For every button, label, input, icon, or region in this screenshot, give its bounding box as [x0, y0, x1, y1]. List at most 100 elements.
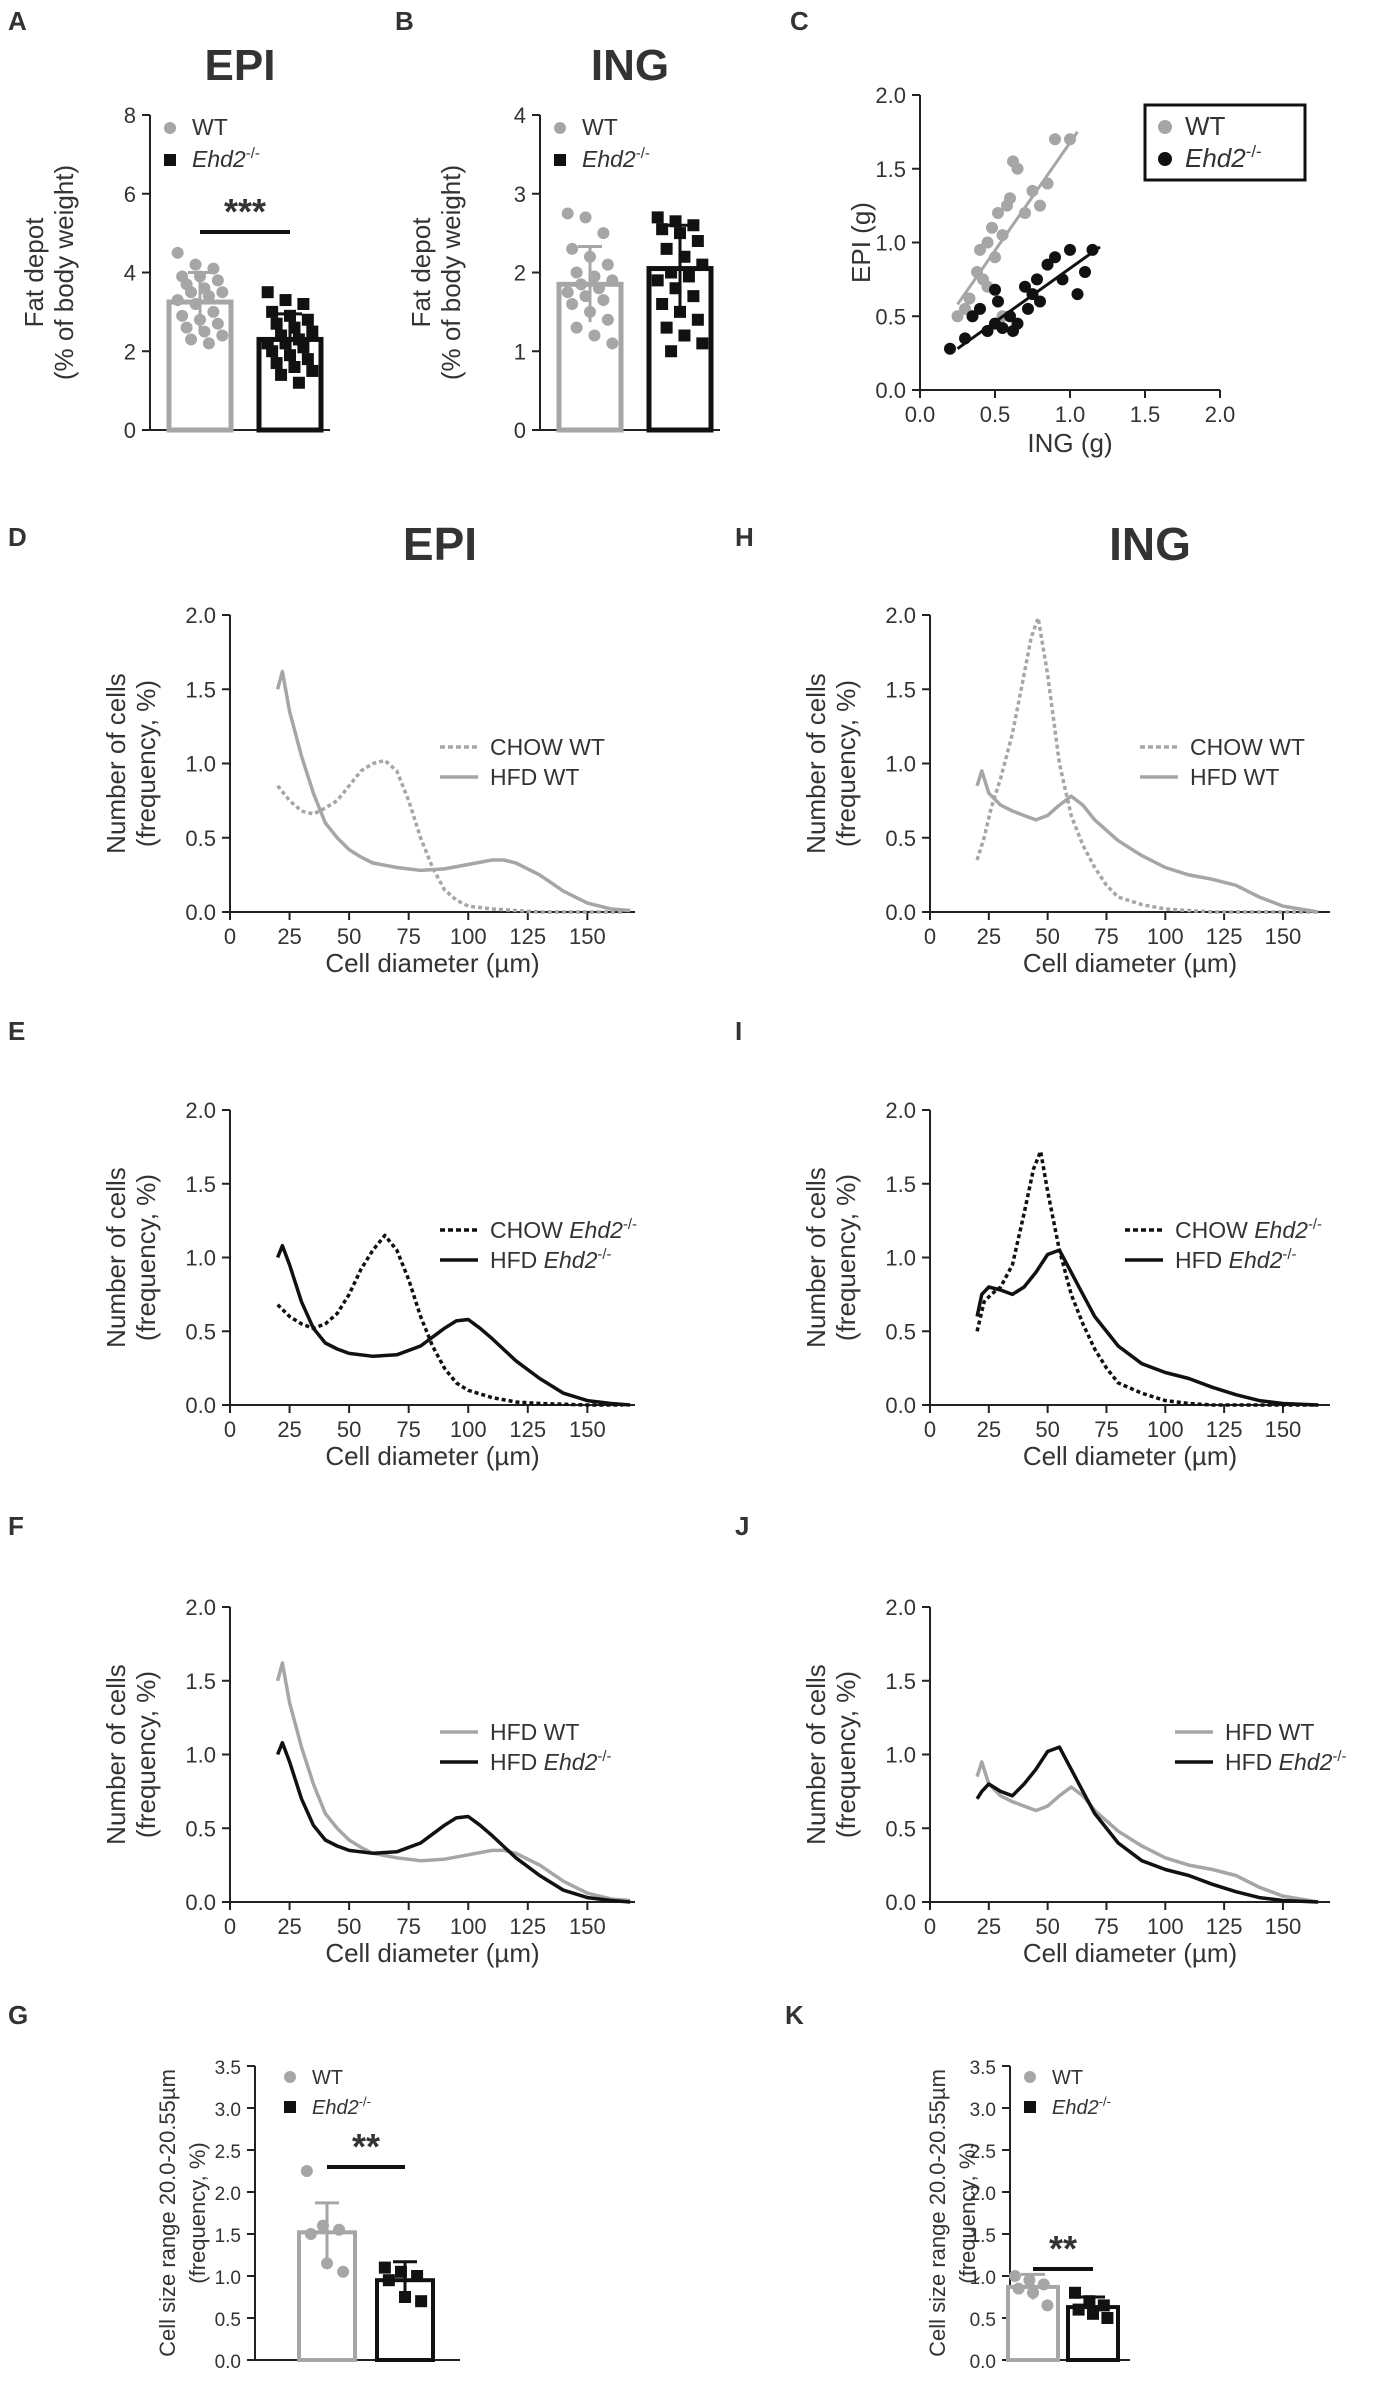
y-tick-label: 1.5: [185, 1172, 216, 1197]
data-point: [194, 313, 206, 326]
x-tick-label: 100: [450, 924, 487, 949]
data-point: [189, 298, 202, 310]
data-point: [288, 321, 301, 334]
data-point: [297, 341, 310, 354]
x-tick-label: 75: [396, 1417, 420, 1442]
y-tick-label: 0.5: [215, 2310, 241, 2331]
data-point: [270, 357, 283, 370]
y-tick-label: 0: [124, 418, 136, 443]
legend-label: HFD WT: [490, 1719, 579, 1745]
data-point: [1034, 199, 1046, 212]
data-point: [1064, 243, 1076, 256]
y-axis-label: (frequency, %): [955, 2142, 980, 2283]
x-tick-label: 50: [337, 924, 361, 949]
x-tick-label: 50: [1035, 924, 1059, 949]
data-point: [554, 154, 566, 166]
x-tick-label: 100: [450, 1417, 487, 1442]
y-tick-label: 2: [124, 339, 136, 364]
x-tick-label: 25: [277, 1914, 301, 1939]
data-point: [588, 329, 601, 342]
y-tick-label: 4: [124, 261, 136, 286]
data-point: [561, 286, 574, 299]
legend-label: HFD Ehd2-/-: [1175, 1246, 1297, 1273]
data-point: [996, 322, 1009, 335]
data-point: [1087, 2307, 1099, 2320]
section-title-ing: ING: [1109, 518, 1191, 570]
data-point: [279, 337, 292, 350]
data-point: [1027, 2286, 1039, 2299]
y-axis-label: (% of body weight): [49, 165, 79, 380]
x-tick-label: 150: [569, 924, 606, 949]
x-tick-label: 1.0: [1055, 402, 1086, 427]
y-tick-label: 0.5: [970, 2310, 996, 2331]
data-point: [682, 270, 695, 283]
series-line: [276, 1233, 624, 1407]
legend-label: CHOW Ehd2-/-: [1175, 1216, 1322, 1243]
panel-label: F: [8, 1511, 24, 1541]
x-tick-label: 75: [1094, 1417, 1118, 1442]
data-point: [561, 207, 574, 220]
legend-label: WT: [1185, 111, 1226, 141]
data-point: [194, 270, 206, 283]
y-tick-label: 2.0: [885, 1595, 916, 1620]
y-axis-label: Number of cells: [101, 1664, 131, 1845]
data-point: [606, 274, 619, 287]
data-point: [691, 235, 704, 247]
panel-title: EPI: [205, 41, 276, 90]
y-tick-label: 2.0: [185, 1595, 216, 1620]
data-point: [963, 292, 976, 305]
y-tick-label: 1.5: [885, 677, 916, 702]
y-tick-label: 2.5: [970, 2142, 996, 2163]
data-point: [261, 286, 274, 299]
y-tick-label: 1.0: [185, 1743, 216, 1768]
x-axis-label: Cell diameter (µm): [325, 1441, 539, 1471]
data-point: [1019, 280, 1031, 293]
x-tick-label: 100: [1147, 924, 1184, 949]
data-point: [660, 242, 673, 255]
x-tick-label: 25: [277, 924, 301, 949]
panel-title: ING: [591, 41, 669, 90]
data-point: [570, 321, 583, 334]
y-tick-label: 0.0: [185, 900, 216, 925]
data-point: [284, 2071, 296, 2083]
data-point: [656, 298, 669, 310]
y-tick-label: 2.0: [885, 1098, 916, 1123]
data-point: [171, 246, 184, 259]
data-point: [1023, 2274, 1036, 2287]
legend-label: HFD Ehd2-/-: [490, 1748, 612, 1775]
data-point: [1022, 302, 1034, 315]
data-point: [202, 337, 215, 350]
data-point: [584, 305, 596, 318]
y-tick-label: 0.5: [185, 826, 216, 851]
data-point: [1011, 317, 1024, 330]
data-point: [415, 2295, 428, 2308]
y-axis-label: Number of cells: [101, 673, 131, 854]
legend-label: HFD WT: [1190, 764, 1279, 790]
y-tick-label: 6: [124, 182, 136, 207]
x-tick-label: 0: [224, 1417, 236, 1442]
panel-label: G: [8, 2000, 28, 2030]
data-point: [584, 250, 596, 263]
data-point: [951, 310, 964, 323]
data-point: [266, 345, 279, 358]
x-tick-label: 0: [924, 1417, 936, 1442]
y-tick-label: 8: [124, 103, 136, 128]
data-point: [579, 290, 592, 303]
data-point: [665, 266, 678, 279]
x-tick-label: 75: [396, 924, 420, 949]
y-axis-label: Cell size range 20.0-20.55µm: [925, 2069, 950, 2357]
data-point: [275, 368, 288, 381]
data-point: [1049, 251, 1061, 264]
significance-stars: **: [352, 2126, 380, 2167]
data-point: [669, 215, 682, 228]
y-axis-label: Fat depot: [406, 217, 436, 328]
data-point: [986, 221, 998, 234]
data-point: [216, 329, 229, 342]
series-line: [275, 1740, 631, 1904]
data-point: [185, 286, 198, 299]
chart-panel-C: C 0.0 0.5 1.0 1.5 2.0 0.0 0.5 1.0 1.5 2.0 ING (g) EP…: [790, 6, 1307, 458]
y-axis-label: (frequency, %): [185, 2142, 210, 2283]
y-tick-label: 0.5: [185, 1816, 216, 1841]
y-tick-label: 1.0: [885, 1743, 916, 1768]
data-point: [992, 295, 1004, 308]
